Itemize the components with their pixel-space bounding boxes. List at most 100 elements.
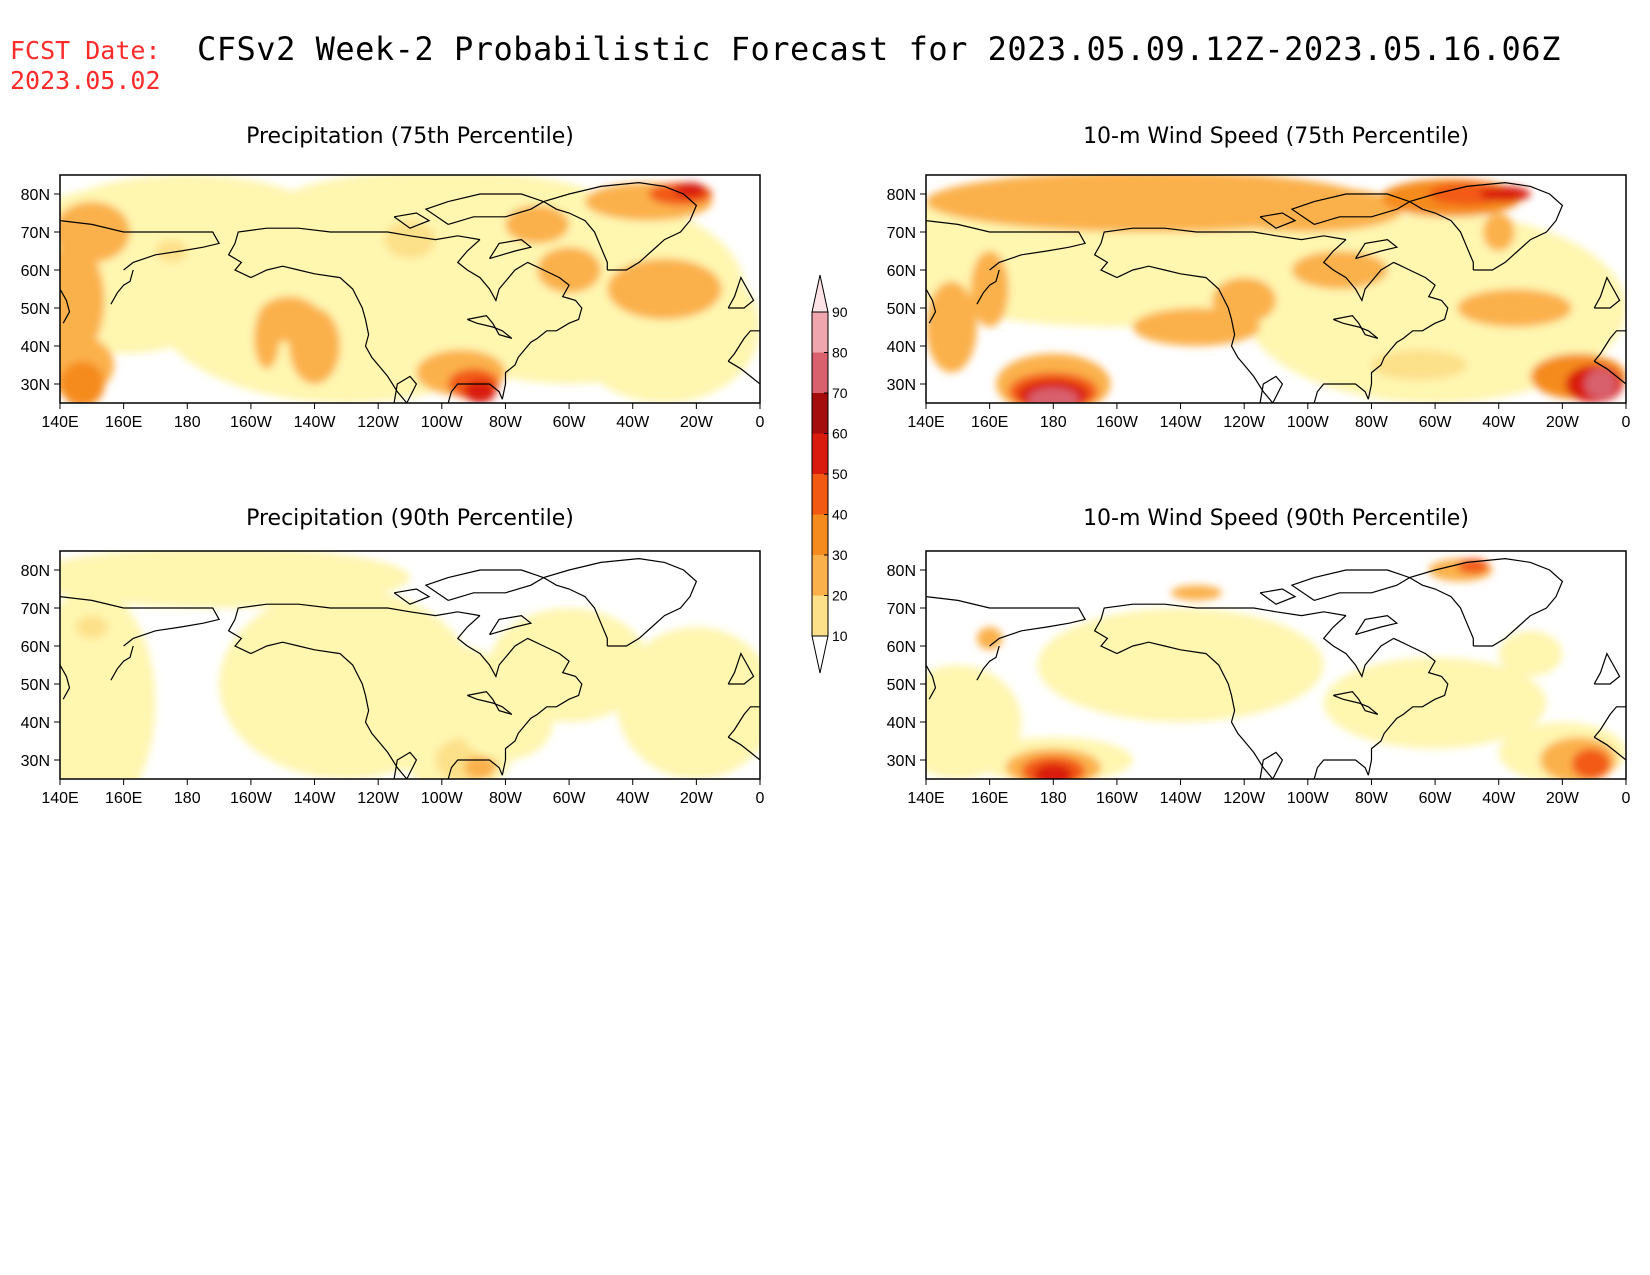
lon-tick-label: 120W (1223, 790, 1266, 807)
lat-tick-label: 70N (887, 225, 916, 242)
lat-tick-label: 70N (887, 601, 916, 618)
lat-tick-label: 30N (887, 753, 916, 770)
lon-tick-label: 160W (1096, 414, 1139, 431)
lon-tick-label: 80W (489, 414, 523, 431)
coastline (727, 652, 755, 685)
coastline (227, 227, 481, 279)
coastline (393, 751, 418, 779)
coastline (1093, 227, 1347, 279)
lon-tick-label: 100W (421, 790, 464, 807)
lat-tick-label: 40N (21, 715, 50, 732)
shaded-field (926, 175, 1626, 403)
map-frame (925, 174, 1627, 404)
shaded-area (926, 281, 977, 373)
coastline (1408, 557, 1564, 647)
coastline (60, 288, 71, 324)
shaded-area (616, 627, 760, 779)
shaded-area (289, 308, 340, 384)
map-panel-wind-90: 140E 160E 180 160W 140W 120W 100W 80W 60W 40W 20W 0… (887, 550, 1631, 807)
coastline (488, 614, 533, 636)
coastline (976, 269, 1000, 305)
coastline (110, 269, 134, 305)
coastline (542, 181, 698, 271)
shaded-area (1037, 608, 1324, 722)
colorbar-swatch (812, 555, 828, 596)
coastline (456, 239, 583, 400)
shaded-area (1323, 657, 1547, 749)
coastline (1322, 615, 1449, 776)
lon-tick-label: 160E (105, 414, 142, 431)
shaded-area (1457, 289, 1572, 327)
lon-tick-label: 160W (230, 414, 273, 431)
shaded-area (1371, 349, 1467, 381)
coastline (1259, 212, 1297, 229)
colorbar-label: 50 (832, 466, 848, 482)
lat-tick-label: 40N (887, 715, 916, 732)
lon-tick-label: 100W (421, 414, 464, 431)
coastline (110, 645, 134, 681)
lon-tick-label: 140W (1160, 414, 1203, 431)
coastline (727, 276, 755, 309)
map-frame (925, 550, 1627, 780)
coastline (227, 603, 481, 655)
shaded-area (1034, 763, 1073, 779)
shaded-area (607, 258, 722, 320)
lon-tick-label: 180 (174, 414, 201, 431)
coastline (60, 220, 221, 271)
lat-tick-label: 50N (21, 677, 50, 694)
coastline (542, 557, 698, 647)
coastline (1290, 569, 1412, 601)
page-title: CFSv2 Week-2 Probabilistic Forecast for … (197, 30, 1561, 68)
colorbar-label: 60 (832, 426, 848, 442)
coastline (727, 330, 760, 362)
lon-tick-label: 180 (1040, 790, 1067, 807)
coastline (976, 645, 1000, 681)
lon-tick-label: 160W (230, 790, 273, 807)
forecast-date-value: 2023.05.02 (10, 66, 161, 95)
coastline (1259, 588, 1297, 605)
shaded-area (970, 251, 1009, 327)
colorbar-max-triangle (811, 274, 829, 313)
colorbar-swatch (812, 514, 828, 555)
coastline (447, 759, 503, 779)
coastline (727, 360, 760, 385)
lon-tick-label: 160E (971, 790, 1008, 807)
lat-tick-label: 80N (21, 563, 50, 580)
coastline (1593, 706, 1626, 738)
colorbar-swatch (812, 474, 828, 515)
coastline (1290, 193, 1412, 225)
coastline (60, 664, 71, 700)
colorbar-swatch (812, 595, 828, 636)
shaded-area (1482, 213, 1515, 251)
colorbar-swatch (812, 352, 828, 393)
lon-tick-label: 140W (294, 790, 337, 807)
lon-tick-label: 20W (1546, 414, 1580, 431)
coastline (926, 596, 1087, 647)
shaded-area (1571, 748, 1611, 779)
shaded-area (1291, 251, 1388, 289)
coastline (467, 690, 513, 715)
lat-tick-label: 60N (21, 639, 50, 656)
map-frame (59, 174, 761, 404)
shaded-area (60, 201, 130, 263)
coastline (467, 314, 513, 339)
lon-tick-label: 80W (1355, 414, 1389, 431)
shaded-area (1027, 387, 1079, 403)
lon-tick-label: 140E (907, 414, 944, 431)
lat-tick-label: 60N (21, 263, 50, 280)
coastline (1408, 181, 1564, 271)
shaded-area (1212, 186, 1404, 232)
colorbar-label: 80 (832, 345, 848, 361)
lon-tick-label: 80W (489, 790, 523, 807)
coastline (1116, 641, 1274, 779)
lat-tick-label: 30N (21, 377, 50, 394)
lon-tick-label: 160E (105, 790, 142, 807)
coastline (393, 212, 431, 229)
forecast-date-caption: FCST Date: (10, 36, 161, 65)
map-panel-wind-75: 140E 160E 180 160W 140W 120W 100W 80W 60W 40W 20W 0… (887, 174, 1631, 431)
coastline (250, 265, 408, 403)
coastline (926, 664, 937, 700)
lat-tick-label: 40N (21, 339, 50, 356)
lat-tick-label: 30N (887, 377, 916, 394)
lon-tick-label: 40W (1482, 790, 1516, 807)
